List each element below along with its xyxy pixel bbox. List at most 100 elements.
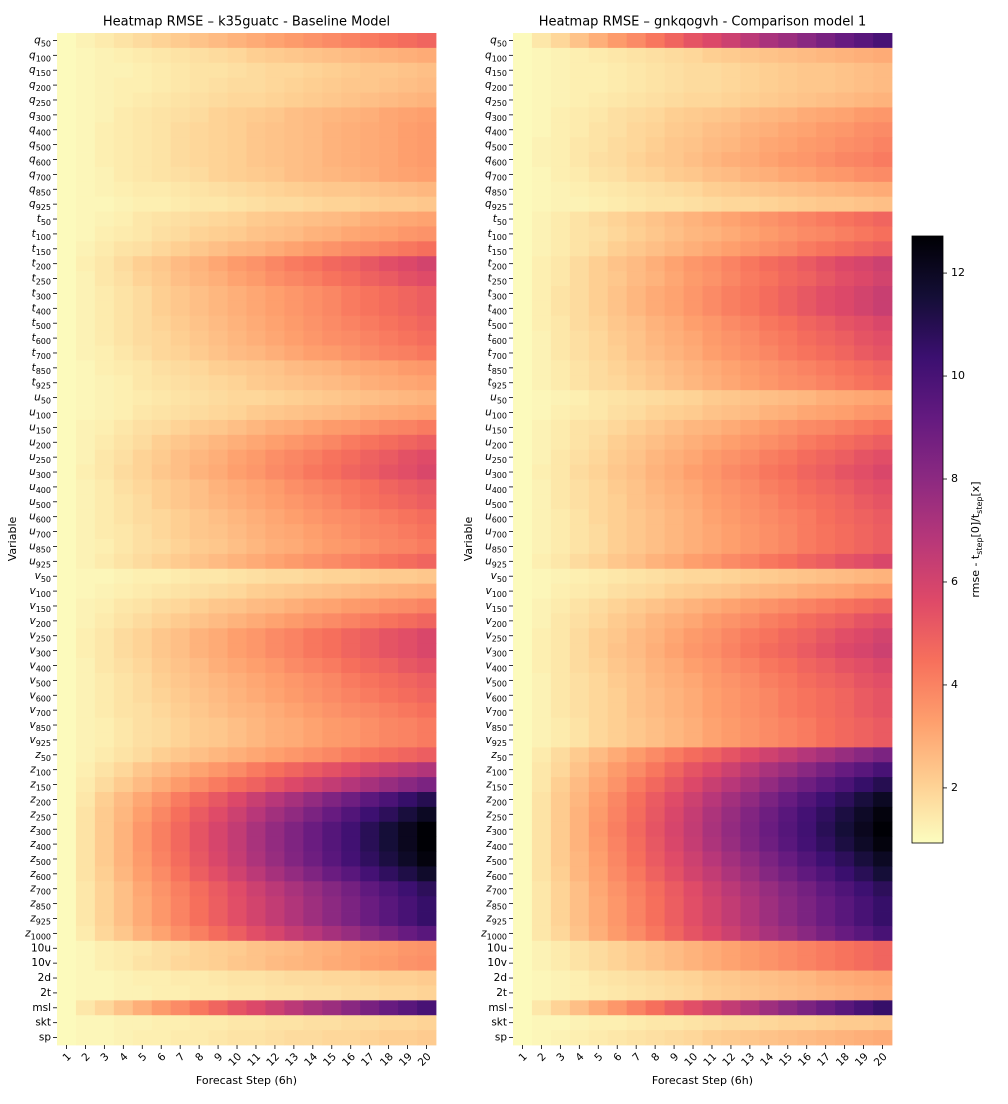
heatmap-cell (740, 881, 760, 897)
heatmap-cell (265, 851, 285, 867)
heatmap-cell (113, 166, 134, 183)
heatmap-cell (57, 553, 77, 570)
heatmap-cell (721, 940, 741, 957)
heatmap-cell (683, 970, 703, 986)
heatmap-cell (873, 821, 893, 838)
heatmap-cell (265, 1030, 285, 1046)
heatmap-cell (797, 539, 817, 555)
heatmap-cell (341, 375, 361, 391)
heatmap-cell (513, 836, 533, 852)
heatmap-cell (322, 672, 342, 689)
heatmap-cell (265, 628, 285, 644)
heatmap-cell (151, 330, 172, 346)
heatmap-cell (531, 330, 552, 346)
heatmap-cell (170, 717, 191, 733)
heatmap-cell (607, 866, 628, 882)
x-tick-label: 5 (592, 1051, 605, 1064)
heatmap-cell (57, 717, 77, 733)
heatmap-cell (379, 940, 399, 957)
heatmap-cell (94, 122, 115, 138)
heatmap-cell (835, 464, 855, 480)
heatmap-cell (607, 940, 628, 957)
heatmap-cell (607, 107, 628, 123)
heatmap-cell (189, 47, 209, 64)
heatmap-cell (398, 241, 418, 257)
heatmap-cell (417, 315, 437, 332)
y-tick-label: msl (488, 1002, 507, 1014)
heatmap-cell (513, 851, 533, 867)
heatmap-cell (835, 152, 855, 168)
heatmap-cell (246, 553, 266, 570)
heatmap-cell (94, 196, 115, 212)
heatmap-cell (113, 702, 134, 718)
heatmap-cell (740, 286, 760, 302)
heatmap-cell (75, 1000, 96, 1016)
heatmap-cell (816, 152, 836, 168)
y-tick-label-name: v (486, 674, 493, 686)
heatmap-cell (645, 315, 665, 332)
heatmap-cell (531, 494, 552, 510)
y-tick-label: z150 (485, 779, 507, 793)
heatmap-cell (379, 687, 399, 704)
heatmap-cell (94, 747, 115, 763)
heatmap-cell (835, 286, 855, 302)
heatmap-cell (778, 286, 798, 302)
heatmap-cell (360, 598, 380, 614)
heatmap-cell (94, 821, 115, 838)
y-tick-label-sub: 400 (492, 843, 507, 852)
heatmap-cell (132, 434, 153, 451)
heatmap-cell (626, 122, 647, 138)
colorbar-label-text: rmse - t (969, 554, 982, 598)
heatmap-cell (341, 613, 361, 629)
heatmap-cell (57, 300, 77, 317)
heatmap-cell (379, 583, 399, 599)
heatmap-cell (398, 687, 418, 704)
heatmap-cell (854, 479, 874, 495)
y-tick-label: v600 (30, 689, 52, 703)
heatmap-cell (607, 672, 628, 689)
heatmap-cell (322, 92, 342, 108)
heatmap-cell (132, 896, 153, 912)
heatmap-cell (645, 762, 665, 778)
heatmap-cell (816, 583, 836, 599)
heatmap-cell (759, 658, 779, 674)
heatmap-cell (683, 256, 703, 272)
heatmap-cell (265, 92, 285, 108)
heatmap-cell (664, 687, 684, 704)
heatmap-cell (360, 851, 380, 867)
heatmap-cell (550, 717, 571, 733)
heatmap-cell (797, 658, 817, 674)
heatmap-cell (170, 806, 191, 823)
heatmap-cell (588, 434, 609, 451)
heatmap-cell (227, 62, 247, 79)
heatmap-cell (360, 330, 380, 346)
heatmap-cell (588, 836, 609, 852)
y-tick-label-sub: 50 (41, 39, 51, 48)
y-tick-label-name: q (29, 109, 36, 121)
y-tick-label-sub: 150 (492, 783, 507, 792)
colorbar-tick-label: 10 (951, 369, 965, 382)
heatmap-cell (341, 881, 361, 897)
heatmap-cell (531, 449, 552, 465)
y-tick-label: z400 (29, 838, 51, 852)
heatmap-cell (246, 643, 266, 659)
heatmap-cell (702, 985, 722, 1001)
heatmap-cell (778, 672, 798, 689)
heatmap-cell (246, 911, 266, 927)
heatmap-cell (417, 881, 437, 897)
heatmap-cell (607, 479, 628, 495)
heatmap-cell (513, 181, 533, 198)
heatmap-cell (816, 1015, 836, 1031)
heatmap-cell (322, 524, 342, 540)
heatmap-cell (208, 449, 228, 465)
heatmap-cell (227, 434, 247, 451)
heatmap-cell (132, 92, 153, 108)
heatmap-cell (246, 687, 266, 704)
heatmap-cell (854, 881, 874, 897)
heatmap-cell (417, 940, 437, 957)
heatmap-cell (569, 970, 590, 986)
y-tick-label: u700 (29, 526, 51, 540)
heatmap-cell (341, 405, 361, 421)
heatmap-cell (854, 687, 874, 704)
heatmap-cell (588, 792, 609, 808)
